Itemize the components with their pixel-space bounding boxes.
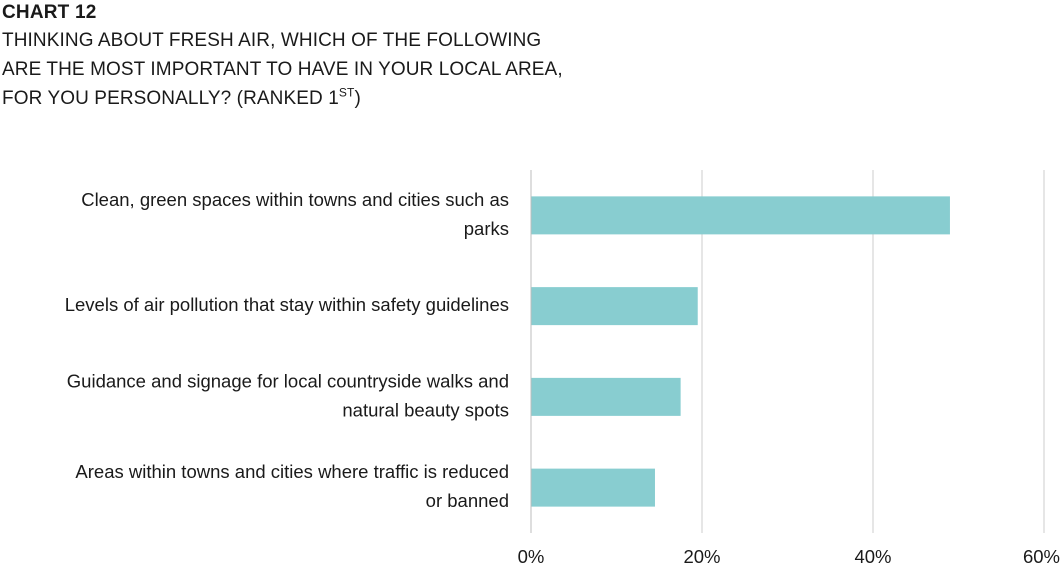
category-label-3: Guidance and signage for local countrysi…	[67, 370, 509, 420]
category-label-4-line-1: Areas within towns and cities where traf…	[75, 461, 509, 482]
chart-number: CHART 12	[2, 2, 97, 23]
chart-title-line-3-end: )	[354, 88, 361, 109]
category-label-4-line-2: or banned	[426, 490, 509, 511]
chart-title-line-3-text: FOR YOU PERSONALLY? (RANKED 1	[2, 88, 339, 109]
category-label-1-line-2: parks	[464, 218, 509, 239]
x-tick-label-60: 60%	[1023, 546, 1060, 567]
chart-title-line-2: ARE THE MOST IMPORTANT TO HAVE IN YOUR L…	[2, 59, 563, 80]
x-tick-label-40: 40%	[854, 546, 891, 567]
category-label-1-line-1: Clean, green spaces within towns and cit…	[81, 189, 509, 210]
chart-title-line-3: FOR YOU PERSONALLY? (RANKED 1ST)	[2, 84, 563, 113]
x-tick-label-0: 0%	[518, 546, 545, 567]
bar-4	[531, 468, 655, 507]
x-tick-label-20: 20%	[683, 546, 720, 567]
chart-title-superscript: ST	[338, 85, 355, 100]
category-label-2-line-1: Levels of air pollution that stay within…	[65, 294, 509, 315]
category-label-3-line-1: Guidance and signage for local countrysi…	[67, 370, 509, 391]
bar-3	[531, 377, 681, 416]
bar-2	[531, 287, 698, 326]
category-label-2: Levels of air pollution that stay within…	[65, 294, 509, 315]
category-label-1: Clean, green spaces within towns and cit…	[81, 189, 509, 239]
chart-title: THINKING ABOUT FRESH AIR, WHICH OF THE F…	[2, 26, 563, 113]
category-label-4: Areas within towns and cities where traf…	[75, 461, 509, 511]
bar-1	[531, 196, 950, 235]
category-label-3-line-2: natural beauty spots	[342, 399, 509, 420]
chart-heading: CHART 12 THINKING ABOUT FRESH AIR, WHICH…	[2, 2, 563, 113]
chart-title-line-1: THINKING ABOUT FRESH AIR, WHICH OF THE F…	[2, 30, 542, 51]
